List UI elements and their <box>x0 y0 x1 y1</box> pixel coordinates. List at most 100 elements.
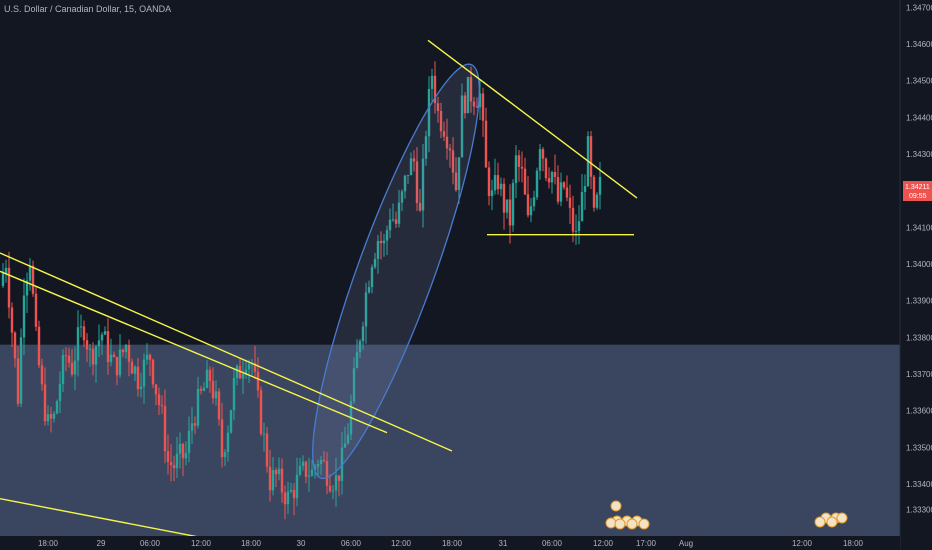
candle-body <box>328 485 332 492</box>
candle-body <box>505 199 509 213</box>
candle-body <box>277 468 281 475</box>
candle-body <box>427 88 431 137</box>
candle-body <box>394 219 398 224</box>
candle-body <box>61 355 65 384</box>
candle-body <box>370 267 374 288</box>
y-tick-label: 1.33300 <box>906 506 932 515</box>
candle-body <box>157 394 161 406</box>
candle-body <box>556 177 560 202</box>
y-tick-label: 1.34100 <box>906 223 932 232</box>
candle-body <box>190 423 194 431</box>
candle-body <box>493 175 497 191</box>
candle-body <box>79 326 83 328</box>
candle-body <box>364 292 368 327</box>
candle-body <box>343 443 347 448</box>
candle-body <box>490 190 494 197</box>
candle-body <box>178 443 182 454</box>
economic-events-cluster-2[interactable] <box>814 512 848 528</box>
candle-body <box>244 369 248 374</box>
candle-body <box>532 197 536 207</box>
candle-body <box>217 391 221 420</box>
trendline-1[interactable] <box>0 252 453 452</box>
candle-body <box>535 170 539 198</box>
trendline-4[interactable] <box>427 39 638 199</box>
candle-body <box>70 362 74 375</box>
candle-body <box>574 230 578 232</box>
candle-body <box>385 230 389 241</box>
candle-body <box>334 475 338 491</box>
candle-body <box>169 462 173 466</box>
candle-body <box>85 340 89 350</box>
candle-body <box>247 363 251 370</box>
candle-body <box>340 447 344 481</box>
candle-body <box>520 166 524 169</box>
candle-body <box>223 452 227 458</box>
candle-body <box>49 414 53 419</box>
candle-body <box>88 348 92 350</box>
candle-body <box>43 384 47 422</box>
candle-body <box>121 349 125 353</box>
candle-body <box>598 176 602 195</box>
candle-body <box>403 175 407 192</box>
candle-body <box>187 430 191 454</box>
candles <box>1 61 602 520</box>
economic-events-cluster-1[interactable] <box>605 500 650 530</box>
candle-body <box>91 348 95 365</box>
candle-body <box>376 240 380 259</box>
candle-body <box>118 349 122 376</box>
candle-body <box>52 413 56 419</box>
candle-body <box>115 356 119 376</box>
candle-body <box>526 194 530 216</box>
candle-body <box>31 265 35 294</box>
candle-body <box>253 363 257 372</box>
candle-body <box>1 273 5 286</box>
candle-body <box>241 373 245 379</box>
candle-body <box>484 120 488 168</box>
candle-body <box>40 365 44 385</box>
y-axis[interactable]: 1.33300 1.33400 1.33500 1.33600 1.33700 1.338… <box>899 0 932 550</box>
candle-body <box>550 172 554 183</box>
candle-body <box>400 191 404 203</box>
candle-body <box>436 103 440 112</box>
candle-body <box>451 150 455 173</box>
candle-body <box>10 307 14 333</box>
candle-body <box>367 287 371 293</box>
candle-body <box>28 265 32 281</box>
candle-body <box>166 451 170 463</box>
x-tick-label: 12:00 <box>191 539 212 548</box>
candle-body <box>472 101 476 107</box>
candle-body <box>517 155 521 167</box>
candle-body <box>145 354 149 360</box>
candle-body <box>103 331 107 335</box>
candle-body <box>502 183 506 213</box>
candle-body <box>313 466 317 470</box>
candle-body <box>322 459 326 461</box>
candle-body <box>127 345 131 362</box>
candle-body <box>226 432 230 453</box>
chart-title: U.S. Dollar / Canadian Dollar, 15, OANDA <box>4 4 172 14</box>
candle-body <box>175 453 179 469</box>
highlight-ellipse[interactable] <box>285 52 507 491</box>
ellipse-shape[interactable] <box>285 52 507 491</box>
candle-body <box>76 327 80 361</box>
candle-body <box>46 414 50 422</box>
candle-body <box>19 337 23 404</box>
candle-body <box>463 95 467 114</box>
x-tick-label: 18:00 <box>843 539 864 548</box>
x-axis[interactable]: 18:00 29 06:00 12:00 18:00 30 06:00 12:00 18:00 3… <box>0 536 900 550</box>
y-tick-label: 1.34000 <box>906 260 932 269</box>
event-icons[interactable] <box>605 500 848 530</box>
candle-body <box>304 461 308 477</box>
price-tag: 1.34211 09:55 <box>903 181 932 201</box>
candle-body <box>580 191 584 222</box>
candle-body <box>7 267 11 308</box>
candle-body <box>214 391 218 399</box>
candle-body <box>433 75 437 104</box>
y-tick-label: 1.33600 <box>906 407 932 416</box>
trendline-2[interactable] <box>0 270 388 434</box>
x-tick-label: Aug <box>679 539 693 548</box>
candle-body <box>592 176 596 208</box>
price-tag-bg <box>903 181 932 201</box>
candle-body <box>130 361 134 374</box>
